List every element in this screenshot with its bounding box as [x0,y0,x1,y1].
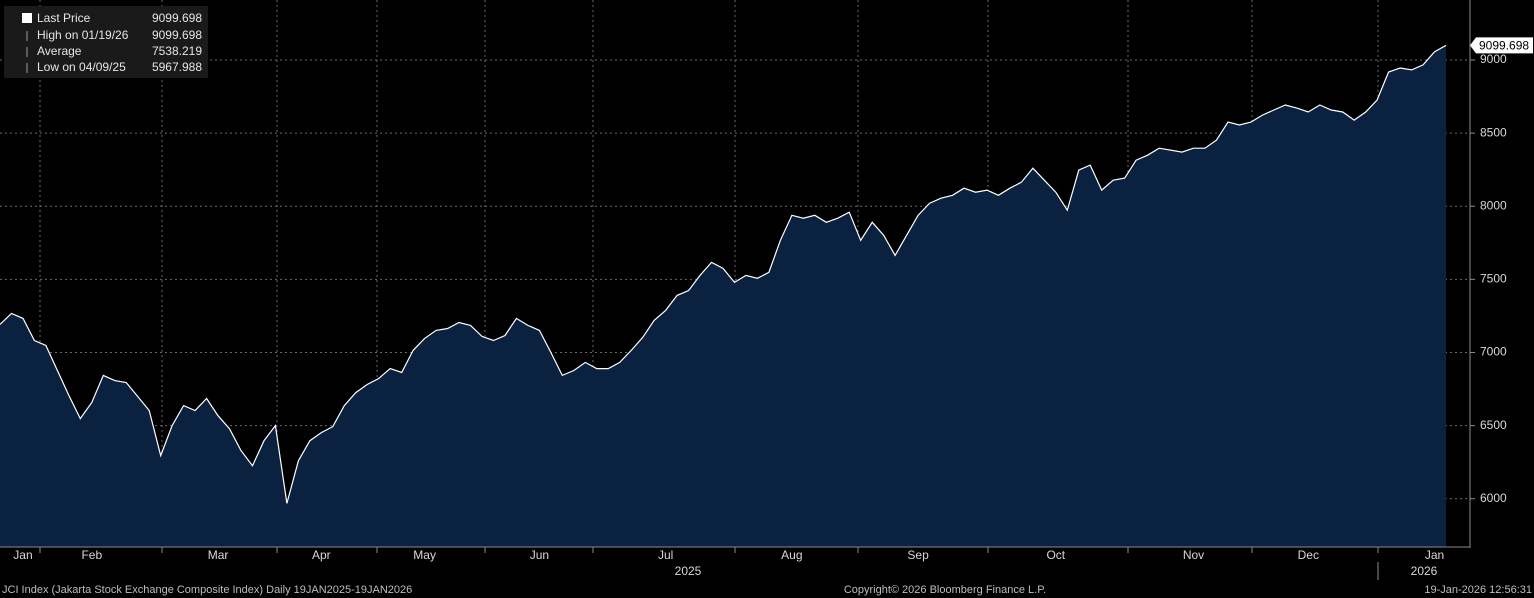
legend-value: 9099.698 [152,11,202,25]
legend-value: 5967.988 [152,60,202,74]
legend-label: Low on 04/09/25 [37,60,126,74]
area [0,45,1446,548]
line [0,44,1447,504]
x-tick-label: May [413,548,436,562]
year-label: 2026 [1411,564,1438,578]
x-tick-label: Mar [208,548,229,562]
x-tick-label: Nov [1183,548,1204,562]
legend-value: 9099.698 [152,28,202,42]
x-tick-label: Feb [81,548,102,562]
legend-value: 7538.219 [152,44,202,58]
x-tick-label: Apr [312,548,331,562]
footer-left: JCI Index (Jakarta Stock Exchange Compos… [2,584,412,596]
legend-label: Last Price [37,11,91,25]
last-value-callout [1470,37,1533,54]
last-value-label: 9099.698 [1479,39,1529,53]
legend-label: High on 01/19/26 [37,28,129,42]
y-tick-label: 6500 [1480,418,1507,432]
x-tick-label: Jan [13,548,32,562]
legend-box [4,6,208,78]
y-tick-label: 7500 [1480,272,1507,286]
x-tick-label: Sep [907,548,929,562]
y-tick-label: 9000 [1480,52,1507,66]
y-tick-label: 8500 [1480,125,1507,139]
x-tick-label: Dec [1298,548,1319,562]
x-tick-label: Oct [1046,548,1065,562]
plot-area [0,0,1470,548]
x-tick-label: Aug [781,548,802,562]
y-tick-label: 8000 [1480,198,1507,212]
x-tick-label: Jan [1425,548,1444,562]
x-tick-label: Jun [530,548,549,562]
legend-swatch [22,13,32,23]
year-label: 2025 [675,564,702,578]
legend-label: Average [37,44,82,58]
y-tick-label: 6000 [1480,491,1507,505]
y-tick-label: 7000 [1480,345,1507,359]
footer-center: Copyright© 2026 Bloomberg Finance L.P. [844,584,1046,596]
legend: Last Price 9099.698 High on 01/19/26 9099.6… [22,11,202,74]
x-tick-label: Jul [658,548,673,562]
footer-right: 19-Jan-2026 12:56:31 [1424,584,1532,596]
